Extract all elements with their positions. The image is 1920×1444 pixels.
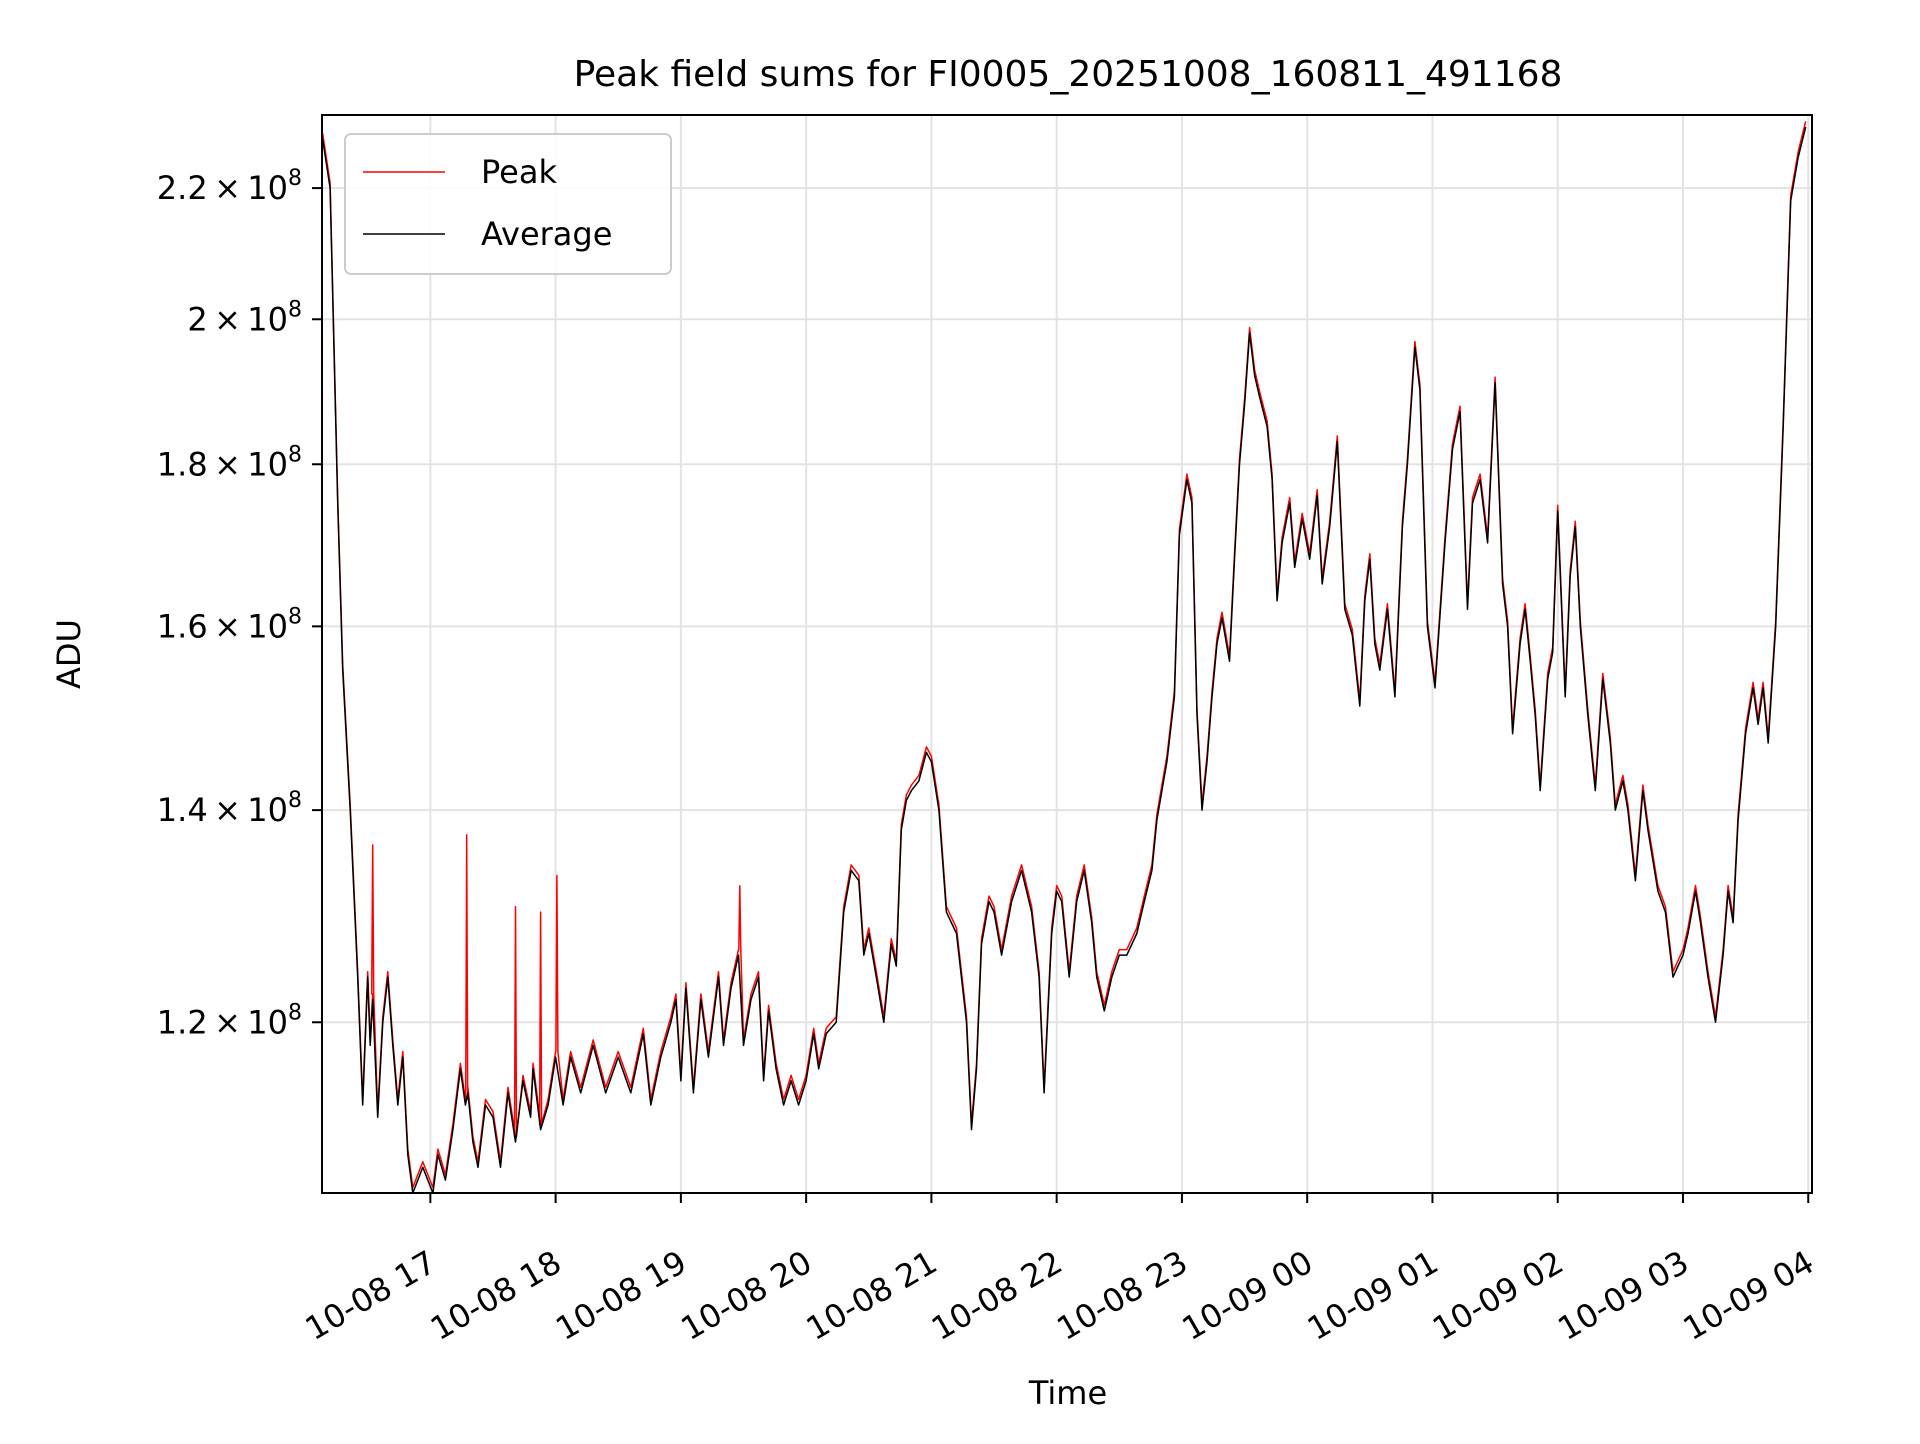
legend-average-label: Average: [481, 215, 612, 253]
chart-title: Peak field sums for FI0005_20251008_1608…: [574, 54, 1563, 95]
y-tick-label-2: 1.6 × 108: [157, 604, 302, 645]
plot-frame: [321, 114, 1813, 1194]
legend: Peak Average: [344, 133, 672, 275]
legend-peak-label: Peak: [481, 153, 557, 191]
y-tick-label-5: 2.2 × 108: [157, 166, 302, 207]
y-tick-label-3: 1.8 × 108: [157, 442, 302, 483]
series-layer: [321, 121, 1807, 1194]
grid: [322, 115, 1812, 1193]
x-axis-label: Time: [1028, 1374, 1107, 1412]
legend-box: [344, 133, 672, 275]
y-axis-label: ADU: [50, 619, 88, 689]
y-tick-label-1: 1.4 × 108: [157, 788, 302, 829]
y-axis: 1.2 × 108 1.4 × 108 1.6 × 108 1.8 × 108 2 × …: [157, 166, 322, 1041]
y-tick-label-4: 2 × 108: [187, 297, 302, 338]
y-tick-label-0: 1.2 × 108: [157, 1000, 302, 1041]
series-average-line: [321, 126, 1807, 1194]
